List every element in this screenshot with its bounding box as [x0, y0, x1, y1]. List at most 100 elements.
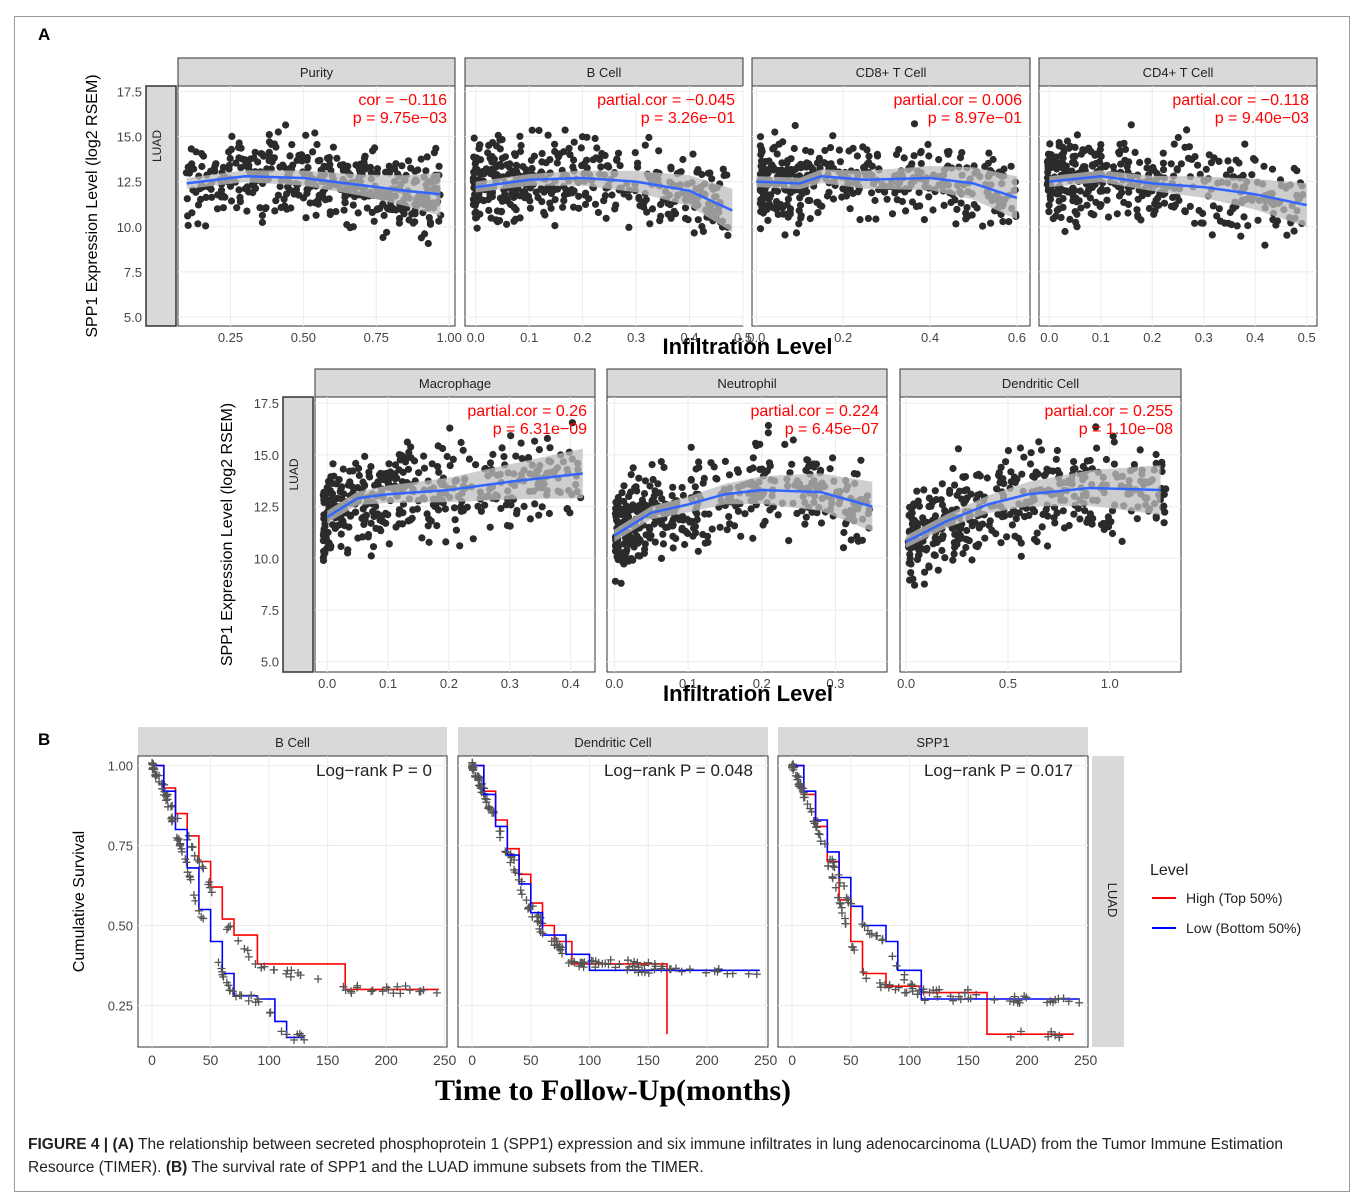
data-point — [725, 471, 734, 479]
data-point — [657, 200, 665, 209]
data-point — [687, 475, 695, 484]
data-point — [326, 210, 334, 219]
data-point — [314, 196, 322, 204]
logrank-label: Log−rank P = 0 — [316, 761, 432, 780]
censor-mark — [471, 771, 479, 780]
data-point — [349, 201, 357, 209]
p-value-label: p = 8.97e−01 — [928, 110, 1022, 127]
data-point — [337, 542, 345, 551]
data-point — [1081, 163, 1089, 171]
censor-mark — [382, 983, 391, 992]
data-point — [647, 532, 655, 540]
x-tick-label: 0.1 — [679, 676, 697, 691]
data-point — [1079, 146, 1087, 154]
survival-curve — [472, 764, 760, 972]
censor-mark — [188, 843, 197, 852]
y-tick-label: 12.5 — [254, 500, 279, 515]
censor-mark — [197, 913, 206, 921]
data-point — [245, 162, 253, 170]
data-point — [435, 217, 443, 225]
data-point — [516, 132, 524, 140]
data-point — [681, 527, 690, 535]
row-strip — [145, 85, 177, 327]
data-point — [989, 155, 997, 164]
data-point — [355, 464, 363, 473]
data-point — [1064, 188, 1072, 196]
data-point — [947, 198, 955, 207]
data-point — [379, 233, 387, 242]
data-point — [321, 522, 329, 531]
data-point — [526, 204, 535, 212]
censor-mark — [644, 969, 653, 977]
data-point — [1261, 241, 1269, 249]
censor-mark — [190, 851, 199, 860]
censor-mark — [195, 857, 204, 866]
survival-panel-dendritic-cell: Dendritic Cell 0 50 100 150 200 250 Log−rank P … — [457, 727, 778, 1068]
data-point — [1131, 148, 1139, 156]
data-point — [207, 167, 215, 175]
data-point — [1018, 470, 1026, 478]
data-point — [441, 505, 449, 513]
data-point — [358, 514, 366, 523]
censor-mark — [831, 883, 840, 892]
data-point — [646, 482, 654, 490]
censor-mark — [550, 941, 559, 950]
data-point — [749, 454, 757, 462]
data-point — [493, 207, 501, 215]
censor-mark — [206, 883, 214, 892]
data-point — [759, 209, 768, 217]
data-point — [575, 204, 583, 212]
data-point — [527, 156, 536, 164]
data-point — [435, 468, 443, 476]
data-point — [783, 210, 792, 218]
data-point — [1059, 507, 1067, 515]
data-point — [457, 507, 465, 515]
x-tick-label: 0.2 — [834, 330, 852, 345]
caption-b-tag: (B) — [165, 1159, 188, 1176]
data-point — [797, 164, 805, 172]
data-point — [660, 463, 668, 471]
data-point — [499, 197, 507, 205]
data-point — [1136, 446, 1144, 454]
data-point — [798, 507, 806, 515]
data-point — [725, 513, 733, 521]
panel-title: CD4+ T Cell — [1143, 65, 1214, 80]
data-point — [1059, 151, 1067, 159]
censor-mark — [477, 788, 486, 797]
data-point — [1010, 473, 1019, 481]
censor-mark — [191, 896, 200, 905]
censor-mark — [752, 970, 761, 979]
data-point — [657, 212, 665, 220]
censor-mark — [501, 847, 510, 856]
data-point — [1053, 165, 1061, 173]
data-point — [868, 162, 876, 170]
data-point — [561, 126, 569, 134]
data-point — [1038, 523, 1046, 531]
scatter-panel-dendritic-cell: Dendritic Cell 0.0 0.5 1.0 partial.cor = 0.2… — [897, 368, 1182, 691]
censor-mark — [1064, 997, 1073, 1006]
censor-mark — [164, 802, 172, 811]
data-point — [369, 543, 378, 551]
censor-mark — [949, 996, 958, 1005]
data-point — [968, 211, 976, 219]
data-point — [469, 535, 477, 543]
data-point — [730, 522, 739, 530]
data-point — [975, 540, 983, 548]
data-point — [681, 214, 690, 222]
data-point — [785, 168, 793, 176]
y-axis-label: SPP1 Expression Level (log2 RSEM) — [84, 74, 101, 337]
censor-mark — [232, 992, 240, 1001]
data-point — [597, 163, 605, 171]
data-point — [655, 517, 663, 525]
correlation-label: partial.cor = 0.26 — [467, 403, 587, 420]
data-point — [408, 514, 416, 522]
data-point — [771, 186, 779, 194]
data-point — [360, 158, 368, 166]
data-point — [344, 549, 352, 557]
data-point — [915, 188, 923, 196]
data-point — [235, 154, 243, 162]
correlation-label: partial.cor = −0.118 — [1172, 92, 1309, 109]
data-point — [380, 470, 388, 478]
data-point — [1043, 542, 1052, 550]
x-tick-label: 200 — [374, 1052, 398, 1068]
